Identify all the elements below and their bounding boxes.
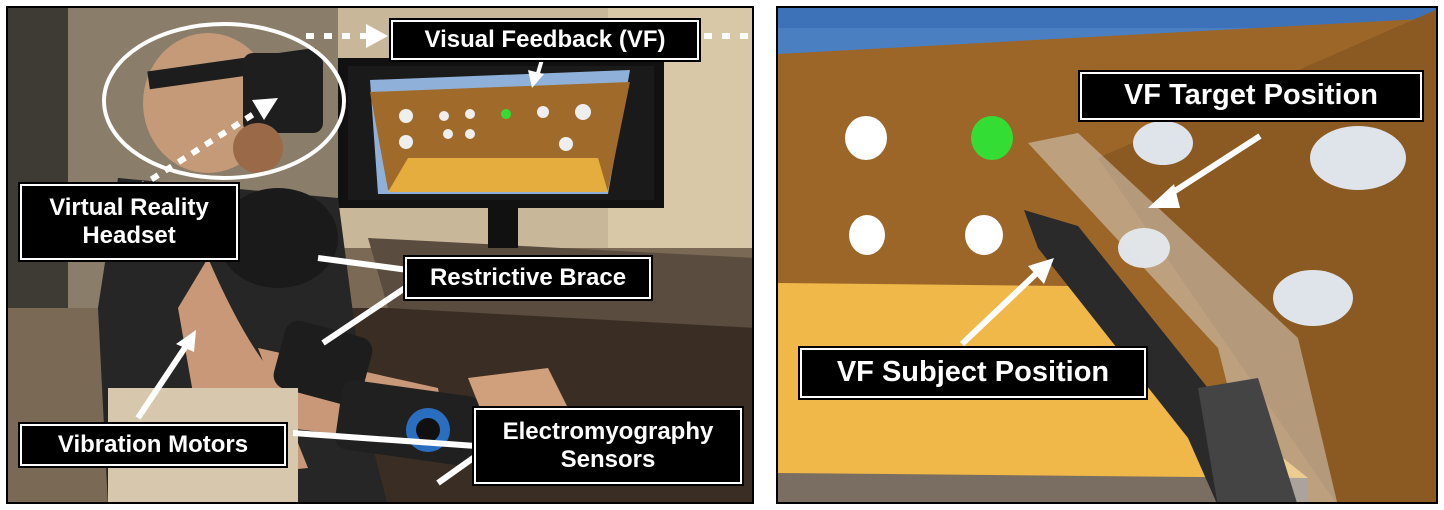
vf-target-position-label: VF Target Position: [1078, 70, 1424, 122]
target-sphere: [845, 116, 887, 160]
visual-feedback-label: Visual Feedback (VF): [389, 18, 701, 62]
emg-sensors-label: Electromyography Sensors: [472, 406, 744, 486]
target-sphere: [1133, 121, 1193, 165]
vr-view-panel: VF Target Position VF Subject Position: [776, 6, 1438, 504]
target-sphere: [849, 215, 885, 255]
photo-panel: Visual Feedback (VF) Virtual Reality Hea…: [6, 6, 754, 504]
target-sphere: [1273, 270, 1353, 326]
vr-headset: [243, 53, 323, 133]
vr-headset-label: Virtual Reality Headset: [18, 182, 240, 262]
target-sphere: [965, 215, 1003, 255]
vf-subject-position-label: VF Subject Position: [798, 346, 1148, 400]
vibration-motors-label: Vibration Motors: [18, 422, 288, 468]
target-sphere: [1310, 126, 1406, 190]
target-sphere: [1118, 228, 1170, 268]
active-target-sphere: [971, 116, 1013, 160]
restrictive-brace-label: Restrictive Brace: [403, 255, 653, 301]
